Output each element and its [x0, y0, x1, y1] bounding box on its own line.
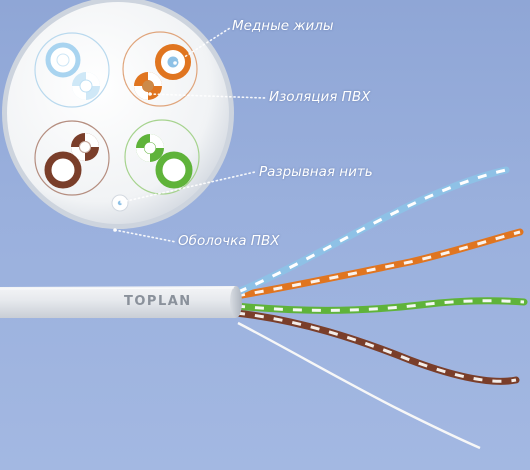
- blue-pair-section: [45, 42, 100, 100]
- cable-jacket: [0, 286, 242, 318]
- label-pvc-insulation: Изоляция ПВХ: [269, 89, 371, 105]
- cable-brand-text: TOPLAN: [124, 294, 192, 309]
- leader-insulation: [149, 93, 266, 99]
- orange-pair: [232, 228, 524, 300]
- pair-ring-blue: [34, 32, 110, 108]
- leader-sheath: [114, 229, 177, 243]
- leader-copper: [174, 27, 231, 64]
- label-copper-wires: Медные жилы: [232, 18, 334, 34]
- pair-ring-orange: [122, 31, 198, 107]
- blue-pair: [234, 166, 510, 296]
- cross-section: [2, 0, 234, 229]
- orange-pair-section: [134, 44, 191, 100]
- green-pair-section: [136, 134, 193, 189]
- label-rip-cord: Разрывная нить: [259, 164, 373, 180]
- leader-rip-cord: [121, 171, 256, 203]
- leader-lines: [114, 27, 266, 243]
- brown-pair-section: [44, 133, 99, 189]
- label-pvc-sheath: Оболочка ПВХ: [178, 233, 280, 249]
- pair-ring-green: [124, 119, 200, 195]
- white-wire-loose: [237, 321, 481, 450]
- brown-pair: [232, 309, 520, 385]
- pair-ring-brown: [34, 120, 110, 196]
- green-pair: [232, 297, 528, 314]
